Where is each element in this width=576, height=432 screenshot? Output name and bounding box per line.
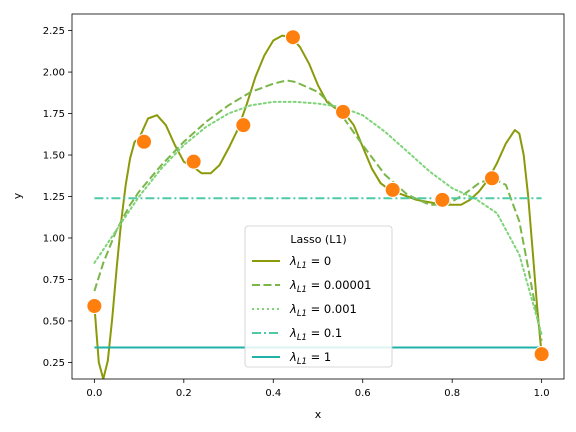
data-point (483, 170, 500, 187)
y-axis-label: y (11, 192, 24, 199)
data-point (434, 191, 451, 208)
y-tick-label: 0.50 (43, 316, 65, 327)
x-tick-label: 0.8 (444, 388, 460, 399)
data-point (185, 153, 202, 170)
x-tick-label: 1.0 (534, 388, 550, 399)
legend: Lasso (L1) λL1 = 0 λL1 = 0.00001 λL1 = 0.0… (244, 225, 393, 368)
legend-label-3: λL1 = 0.001 (289, 302, 357, 319)
legend-label-2: λL1 = 0.00001 (289, 278, 371, 295)
series-line-3 (93, 100, 543, 336)
y-tick-label: 1.00 (43, 233, 65, 244)
y-tick-label: 0.25 (43, 358, 65, 369)
data-point (335, 103, 352, 120)
x-tick-label: 0.2 (176, 388, 192, 399)
x-tick-label: 0.0 (86, 388, 102, 399)
y-tick-label: 0.75 (43, 275, 65, 286)
x-axis-label: x (315, 408, 322, 421)
data-point (533, 346, 550, 363)
data-point (235, 117, 252, 134)
y-tick-label: 1.25 (43, 192, 65, 203)
legend-box (244, 225, 393, 368)
data-point (136, 133, 153, 150)
data-point (284, 29, 301, 46)
data-point (86, 298, 103, 314)
x-axis: 0.0 0.2 0.4 0.6 0.8 1.0 (86, 379, 550, 399)
y-axis: 0.25 0.50 0.75 1.00 1.25 1.50 1.75 2.00 2.25 (43, 26, 72, 369)
x-tick-label: 0.6 (355, 388, 371, 399)
points-layer (86, 29, 550, 363)
legend-label-4: λL1 = 0.1 (289, 326, 342, 343)
legend-label-5: λL1 = 1 (289, 350, 331, 367)
y-tick-label: 1.50 (43, 151, 65, 162)
y-tick-label: 2.25 (43, 26, 65, 37)
y-tick-label: 1.75 (43, 109, 65, 120)
legend-entries: λL1 = 0 λL1 = 0.00001 λL1 = 0.001 λL1 = 0.1… (252, 254, 371, 367)
legend-title: Lasso (L1) (290, 233, 346, 246)
y-tick-label: 2.00 (43, 68, 65, 79)
x-tick-label: 0.4 (265, 388, 281, 399)
legend-label-1: λL1 = 0 (289, 254, 331, 271)
data-point (384, 181, 401, 198)
